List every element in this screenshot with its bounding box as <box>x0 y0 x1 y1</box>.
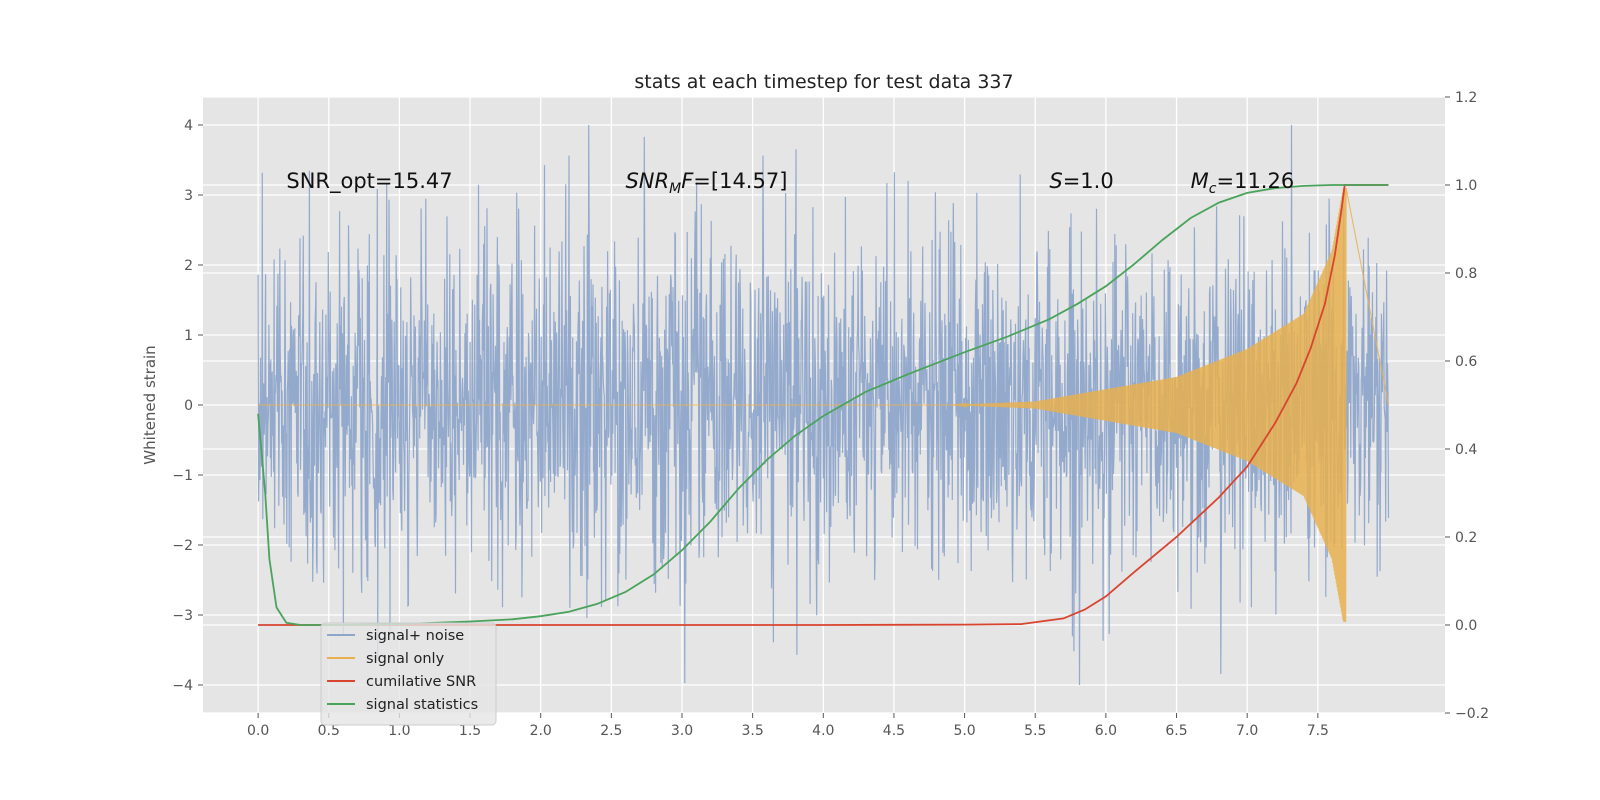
annotation-3: Mc=11.26 <box>1191 169 1295 197</box>
legend-label-1: signal only <box>366 651 445 667</box>
y-tick-label: 4 <box>184 118 193 134</box>
x-tick-label: 6.5 <box>1165 723 1187 739</box>
x-tick-label: 1.0 <box>388 723 410 739</box>
y-tick-label: −3 <box>172 608 193 624</box>
annotation-1: SNRMF=[14.57] <box>625 169 787 197</box>
x-tick-label: 2.0 <box>530 723 552 739</box>
series-line-signal-only <box>258 187 1390 623</box>
y-axis-label: Whitened strain <box>141 345 159 464</box>
y-tick-label: −4 <box>172 678 193 694</box>
annotations: SNR_opt=15.47 SNRMF=[14.57] S=1.0 Mc=11.26 <box>286 169 1294 197</box>
x-tick-label: 7.5 <box>1307 723 1329 739</box>
y2-tick-label: 1.0 <box>1455 178 1477 194</box>
y-tick-label: 0 <box>184 398 193 414</box>
x-tick-label: 3.0 <box>671 723 693 739</box>
x-tick-label: 6.0 <box>1095 723 1117 739</box>
y2-tick-label: 0.0 <box>1455 618 1477 634</box>
annotation-2: S=1.0 <box>1049 169 1113 193</box>
x-tick-label: 5.5 <box>1024 723 1046 739</box>
y-tick-label: −1 <box>172 468 193 484</box>
legend-label-2: cumilative SNR <box>366 674 476 690</box>
x-tick-label: 3.5 <box>742 723 764 739</box>
annotation-1-part-0: SNR <box>625 169 669 193</box>
annotation-1-part-1: M <box>669 181 681 197</box>
annotation-1-part-2: F <box>681 169 694 193</box>
x-tick-label: 2.5 <box>600 723 622 739</box>
annotation-2-part-0: S <box>1049 169 1062 193</box>
annotation-1-part-3: =[14.57] <box>693 169 787 193</box>
y2-tick-label: 0.2 <box>1455 530 1477 546</box>
x-tick-label: 7.0 <box>1236 723 1258 739</box>
x-tick-label: 5.0 <box>953 723 975 739</box>
y-tick-label: 1 <box>184 328 193 344</box>
annotation-3-part-1: c <box>1209 181 1217 197</box>
x-tick-label: 4.5 <box>883 723 905 739</box>
ticks: 0.0 0.5 1.0 1.5 2.0 2.5 3.0 3.5 4.0 4.5 5.0 5.5 6.0 6… <box>172 90 1489 739</box>
y2-tick-label: −0.2 <box>1455 706 1489 722</box>
y2-tick-label: 0.8 <box>1455 266 1477 282</box>
annotation-3-part-0: M <box>1191 169 1209 193</box>
annotation-0: SNR_opt=15.47 <box>286 169 452 194</box>
annotation-3-part-2: =11.26 <box>1216 169 1294 193</box>
y2-tick-label: 0.4 <box>1455 442 1477 458</box>
x-tick-label: 0.0 <box>247 723 269 739</box>
y2-tick-label: 1.2 <box>1455 90 1477 106</box>
annotation-0-part-0: SNR_opt=15.47 <box>286 169 452 194</box>
legend: signal+ noise signal only cumilative SNR si… <box>320 622 497 726</box>
y-tick-label: −2 <box>172 538 193 554</box>
legend-label-3: signal statistics <box>366 697 478 713</box>
y2-tick-label: 0.6 <box>1455 354 1477 370</box>
series-line-cumulative-snr <box>258 184 1389 626</box>
series-line-signal-noise <box>257 124 1390 686</box>
chart-title: stats at each timestep for test data 337 <box>634 71 1013 93</box>
x-tick-label: 0.5 <box>318 723 340 739</box>
y-tick-label: 3 <box>184 188 193 204</box>
legend-box <box>320 622 497 726</box>
legend-label-0: signal+ noise <box>366 628 464 644</box>
y-tick-label: 2 <box>184 258 193 274</box>
annotation-2-part-1: =1.0 <box>1063 169 1114 193</box>
x-tick-label: 4.0 <box>812 723 834 739</box>
x-tick-label: 1.5 <box>459 723 481 739</box>
